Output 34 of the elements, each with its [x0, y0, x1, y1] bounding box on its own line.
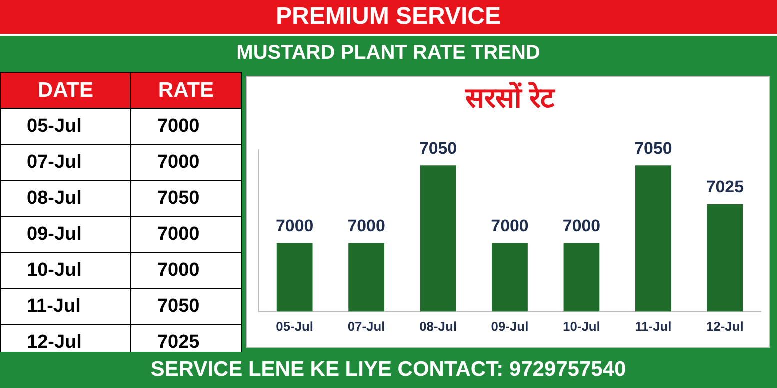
data-label: 7050 — [419, 138, 458, 158]
category-label: 10-Jul — [27, 260, 82, 280]
data-label: 7000 — [276, 216, 314, 236]
text: PREMIUM SERVICE — [0, 0, 777, 34]
data-label: 7050 — [634, 138, 672, 158]
text: 7000 — [157, 152, 200, 172]
x-tick-label: 10-Jul — [563, 318, 600, 334]
data-label: 7000 — [491, 216, 529, 236]
category-label: 05-Jul — [27, 116, 82, 136]
text: 7050 — [157, 188, 200, 208]
chart-title: सरसों रेट — [464, 81, 556, 114]
category-label: 11-Jul — [27, 296, 81, 316]
data-label: 7025 — [706, 178, 744, 197]
x-tick-label: 11-Jul — [635, 318, 672, 334]
text: 7050 — [157, 296, 200, 316]
data-label: 7000 — [348, 216, 386, 236]
x-tick-label: 07-Jul — [348, 318, 386, 334]
x-tick-label: 09-Jul — [491, 318, 529, 334]
text: 7000 — [157, 260, 200, 280]
category-label: 09-Jul — [27, 224, 82, 244]
category-label: 07-Jul — [27, 152, 82, 172]
text: 7000 — [157, 224, 200, 244]
text: 7025 — [157, 332, 200, 352]
text: DATE — [0, 72, 131, 108]
text: SERVICE LENE KE LIYE CONTACT: 9729757540 — [0, 352, 777, 388]
text: MUSTARD PLANT RATE TREND — [0, 36, 777, 70]
data-label: 7000 — [562, 216, 601, 236]
x-tick-label: 05-Jul — [276, 318, 314, 334]
text: 7000 — [157, 116, 200, 136]
x-tick-label: 08-Jul — [420, 318, 457, 334]
category-label: 08-Jul — [27, 188, 82, 208]
x-tick-label: 12-Jul — [706, 318, 744, 334]
category-label: 12-Jul — [27, 332, 82, 352]
text: RATE — [130, 72, 242, 108]
